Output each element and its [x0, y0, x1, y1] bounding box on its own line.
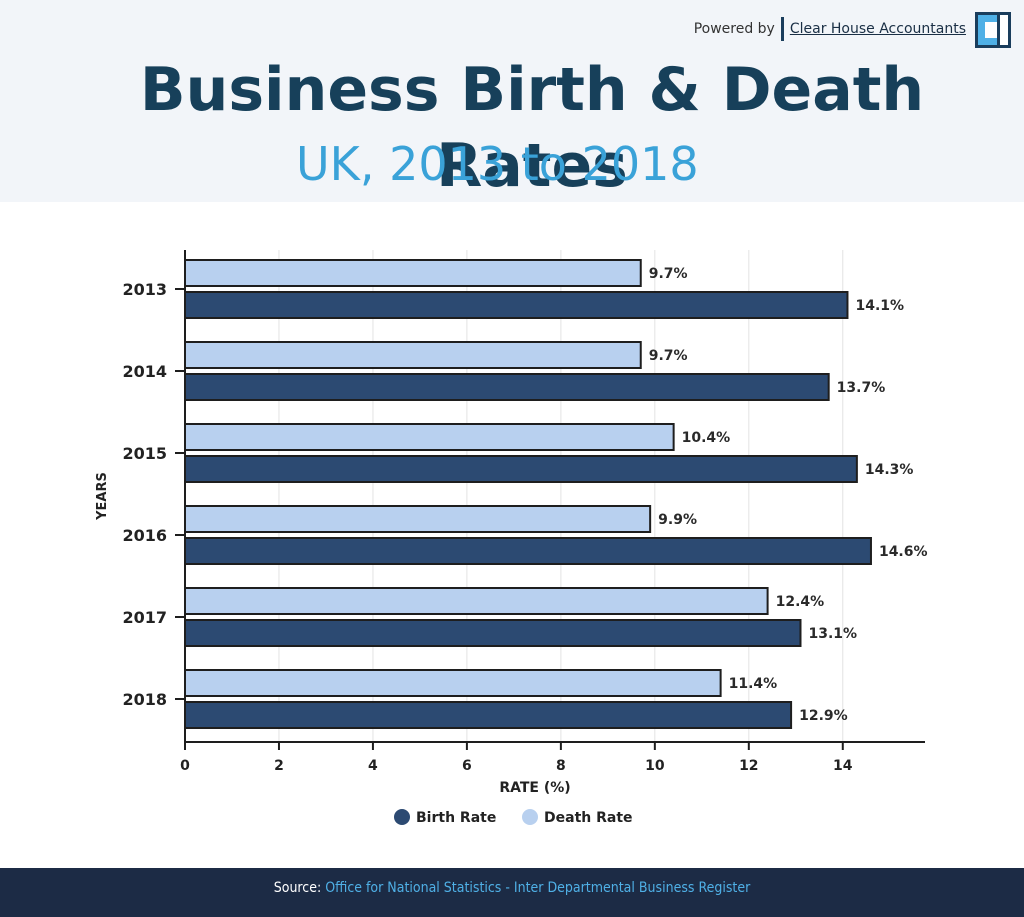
source-label: Source: — [273, 880, 322, 896]
y-tick-label: 2018 — [122, 690, 167, 709]
powered-by: Powered by Clear House Accountants — [694, 17, 966, 41]
bar-birth-rate — [184, 701, 793, 729]
bar-birth-rate — [184, 455, 858, 483]
legend-swatch — [394, 809, 410, 825]
bar-death-rate — [184, 423, 675, 451]
x-tick-label: 2 — [274, 758, 284, 774]
y-tick-label: 2016 — [122, 526, 167, 545]
bar-birth-rate — [184, 373, 830, 401]
source-text: Office for National Statistics - Inter D… — [325, 880, 751, 896]
x-tick-label: 14 — [833, 758, 853, 774]
bar-death-rate — [184, 669, 722, 697]
data-label: 14.1% — [855, 298, 904, 314]
data-label: 13.7% — [837, 380, 886, 396]
y-axis-title: YEARS — [95, 472, 110, 521]
footer-source: Source: Office for National Statistics -… — [0, 868, 1024, 917]
clear-house-logo-icon — [975, 12, 1011, 48]
data-label: 12.4% — [776, 594, 825, 610]
bar-death-rate — [184, 505, 652, 533]
chart-title: Business Birth & Death Rates — [139, 55, 925, 201]
bar-chart: 9.7%14.1%20139.7%13.7%201410.4%14.3%2015… — [95, 250, 928, 826]
chart-subtitle: UK, 2013 to 2018 — [296, 137, 699, 191]
bar-birth-rate — [184, 537, 872, 565]
x-tick-label: 10 — [645, 758, 665, 774]
bar-birth-rate — [184, 619, 802, 647]
y-tick-label: 2017 — [122, 608, 167, 627]
bar-death-rate — [184, 587, 769, 615]
bar-death-rate — [184, 341, 642, 369]
data-label: 9.7% — [649, 348, 688, 364]
divider — [780, 17, 784, 41]
bar-birth-rate — [184, 291, 849, 319]
data-label: 9.9% — [658, 512, 697, 528]
data-label: 13.1% — [808, 626, 857, 642]
y-tick-label: 2015 — [122, 444, 167, 463]
x-tick-label: 6 — [462, 758, 472, 774]
powered-by-label: Powered by — [693, 21, 775, 37]
data-label: 14.3% — [865, 462, 914, 478]
data-label: 10.4% — [682, 430, 731, 446]
data-label: 12.9% — [799, 708, 848, 724]
legend-label: Death Rate — [544, 810, 633, 826]
header-banner: Powered by Clear House Accountants Busin… — [0, 0, 1024, 202]
company-link[interactable]: Clear House Accountants — [789, 21, 966, 37]
data-label: 9.7% — [649, 266, 688, 282]
x-tick-label: 0 — [180, 758, 190, 774]
legend-swatch — [522, 809, 538, 825]
legend-label: Birth Rate — [416, 810, 496, 826]
bar-death-rate — [184, 259, 642, 287]
x-tick-label: 12 — [739, 758, 758, 774]
data-label: 11.4% — [729, 676, 778, 692]
y-tick-label: 2014 — [122, 362, 167, 381]
y-tick-label: 2013 — [122, 280, 167, 299]
x-tick-label: 4 — [368, 758, 378, 774]
data-label: 14.6% — [879, 544, 928, 560]
x-axis-title: RATE (%) — [499, 780, 570, 796]
x-tick-label: 8 — [556, 758, 566, 774]
